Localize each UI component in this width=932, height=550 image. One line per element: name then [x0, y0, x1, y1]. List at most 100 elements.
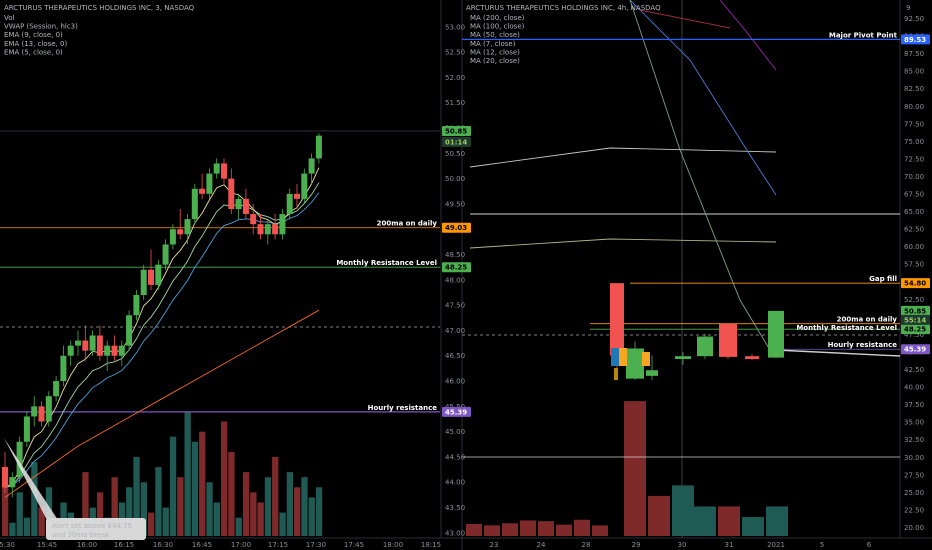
volume-bar	[279, 512, 286, 536]
right-chart-title: ARCTURUS THERAPEUTICS HOLDINGS INC, 4h, …	[466, 4, 661, 12]
left-y-tick: 44.00	[445, 479, 465, 487]
left-y-tick: 48.50	[445, 251, 465, 259]
volume-bar	[221, 421, 228, 536]
volume-bar	[648, 495, 670, 536]
volume-bar	[694, 506, 716, 536]
candle-body	[60, 355, 67, 382]
right-x-tick: 6	[867, 541, 872, 549]
candle-body	[177, 229, 184, 235]
candle-body	[626, 348, 644, 379]
volume-bar	[191, 441, 199, 536]
volume-bar	[466, 523, 482, 536]
alert-note-line1: Alert set above $44.75	[52, 522, 132, 530]
right-y-tick: 20.00	[904, 524, 924, 532]
volume-bar	[520, 520, 536, 536]
left-x-tick: 15:45	[37, 541, 57, 549]
right-y-tick: 25.00	[904, 489, 924, 497]
volume-bar	[184, 411, 191, 536]
candle-body	[308, 158, 315, 174]
volume-bar	[538, 521, 554, 536]
session-block	[619, 348, 627, 366]
candle-body	[206, 173, 213, 194]
session-block	[642, 352, 650, 366]
candle-body	[118, 345, 125, 356]
right-legend-item: MA (7, close)	[470, 40, 516, 48]
level-label: 200ma on daily	[377, 220, 438, 228]
right-x-tick: 28	[582, 541, 591, 549]
right-y-tick: 87.50	[904, 50, 924, 58]
left-x-tick: 5:30	[0, 541, 15, 549]
left-legend-item: EMA (13, close, 0)	[4, 40, 67, 48]
session-block	[614, 368, 618, 380]
candle-body	[162, 244, 169, 265]
right-x-tick: 23	[490, 541, 499, 549]
candle-body	[768, 310, 784, 358]
session-block	[611, 348, 619, 366]
left-y-tick: 44.50	[445, 453, 465, 461]
right-y-tick: 42.50	[904, 366, 924, 374]
volume-bar	[133, 456, 140, 536]
candle-body	[235, 198, 242, 209]
left-x-tick: 18:00	[383, 541, 403, 549]
left-legend-item: EMA (9, close, 0)	[4, 31, 63, 39]
left-price-tag-bg	[442, 126, 471, 136]
candle-body	[242, 198, 249, 215]
volume-bar	[111, 477, 118, 536]
candle-body	[104, 345, 111, 356]
right-y-tick: 72.50	[904, 155, 924, 163]
right-price-tag-bg	[901, 305, 930, 316]
level-label: Gap fill	[869, 275, 897, 283]
ema9-line	[4, 182, 320, 488]
candle-body	[53, 381, 60, 397]
level-price-tag: 48.25	[445, 264, 467, 272]
level-label: Monthly Resistance Level	[796, 324, 897, 332]
alert-note-box	[46, 518, 146, 540]
right-y-tick: 32.50	[904, 436, 924, 444]
left-y-tick: 50.50	[445, 150, 465, 158]
volume-bar	[169, 436, 177, 536]
volume-bar	[250, 492, 257, 536]
level-price-tag: 48.25	[904, 326, 926, 334]
volume-bar	[2, 467, 9, 536]
volume-bar	[718, 506, 740, 536]
level-label: Major Pivot Point	[829, 31, 898, 39]
left-x-tick: 16:45	[192, 541, 212, 549]
right-legend-item: MA (20, close)	[470, 57, 520, 65]
candle-body	[2, 467, 8, 488]
level-price-tag-bg	[442, 262, 471, 273]
candle-body	[279, 214, 286, 235]
right-legend-item: MA (12, close)	[470, 48, 520, 56]
volume-bar	[286, 472, 293, 536]
right-x-tick: 5	[820, 541, 824, 549]
level-label: Hourly resistance	[368, 404, 438, 412]
left-y-tick: 47.00	[445, 327, 465, 335]
volume-bar	[228, 451, 235, 536]
right-x-tick: 24	[537, 541, 546, 549]
volume-bar	[162, 507, 169, 536]
right-y-tick: 35.00	[904, 419, 924, 427]
ma200-line	[469, 147, 777, 168]
candle-body	[133, 295, 140, 316]
candle-body	[9, 477, 16, 488]
volume-bar	[206, 482, 213, 536]
right-legend-item: MA (50, close)	[470, 31, 520, 39]
volume-bar	[242, 472, 250, 536]
candle-body	[23, 416, 30, 442]
volume-bar	[177, 477, 184, 536]
left-x-tick: 17:30	[306, 541, 326, 549]
volume-bar	[766, 506, 788, 536]
right-x-tick: 31	[725, 541, 734, 549]
volume-bar	[213, 502, 220, 536]
right-x-tick: 2021	[767, 541, 785, 549]
candle-body	[45, 396, 52, 422]
right-countdown: 55:14	[904, 316, 926, 324]
volume-bar	[155, 467, 162, 536]
alert-pointer	[4, 438, 58, 522]
volume-bar	[315, 487, 323, 536]
level-price-tag: 45.39	[445, 408, 467, 416]
left-y-tick: 51.50	[445, 99, 465, 107]
right-y-tick: 92.50	[904, 15, 924, 23]
volume-bar	[484, 525, 500, 536]
right-y-tick: 57.50	[904, 261, 924, 269]
